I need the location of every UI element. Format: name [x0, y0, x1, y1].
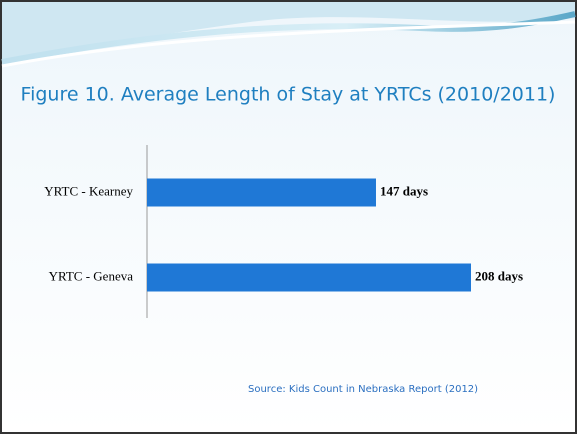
- bar: [147, 263, 471, 292]
- category-label: YRTC - Geneva: [49, 268, 134, 283]
- bar: [147, 178, 376, 207]
- category-label: YRTC - Kearney: [44, 183, 133, 198]
- value-label: 208 days: [475, 268, 523, 283]
- swoosh-highlight: [1, 20, 576, 68]
- source-note: Source: Kids Count in Nebraska Report (2…: [248, 384, 478, 395]
- value-label: 147 days: [380, 183, 428, 198]
- header-band: [2, 2, 575, 62]
- chart-title: Figure 10. Average Length of Stay at YRT…: [21, 84, 556, 106]
